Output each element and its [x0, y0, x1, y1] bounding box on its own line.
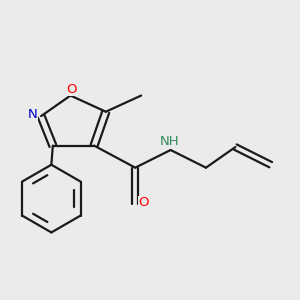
Text: NH: NH	[159, 135, 179, 148]
Text: N: N	[28, 108, 38, 121]
Text: O: O	[138, 196, 149, 209]
Text: O: O	[67, 82, 77, 95]
